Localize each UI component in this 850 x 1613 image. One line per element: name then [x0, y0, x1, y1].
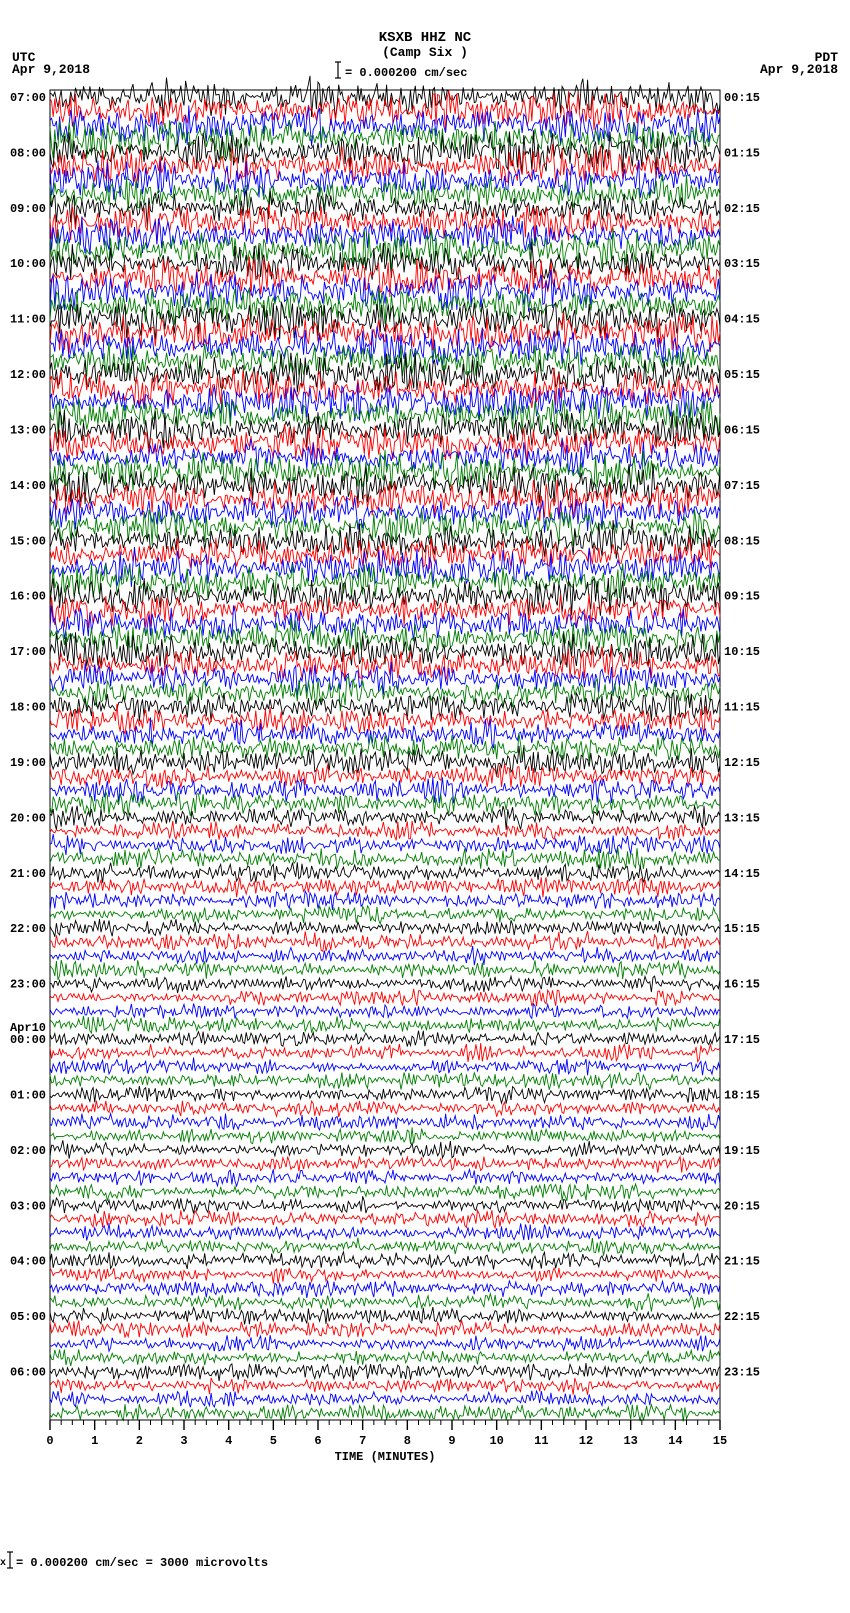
svg-text:4: 4 [225, 1434, 232, 1448]
svg-text:01:15: 01:15 [724, 146, 760, 160]
scale-text: = 0.000200 cm/sec [345, 66, 467, 80]
svg-text:08:15: 08:15 [724, 534, 760, 548]
svg-text:02:15: 02:15 [724, 202, 760, 216]
svg-text:04:15: 04:15 [724, 313, 760, 327]
svg-text:1: 1 [91, 1434, 98, 1448]
left-time-labels: 07:00 08:00 09:00 10:00 11:00 12:00 13:00 14:00… [10, 91, 46, 1380]
seismogram-svg: 07:00 08:00 09:00 10:00 11:00 12:00 13:00 14:00… [0, 0, 850, 1613]
svg-text:06:00: 06:00 [10, 1366, 46, 1380]
svg-text:8: 8 [404, 1434, 411, 1448]
svg-text:19:15: 19:15 [724, 1144, 760, 1158]
svg-text:6: 6 [314, 1434, 321, 1448]
svg-text:14:00: 14:00 [10, 479, 46, 493]
svg-text:5: 5 [270, 1434, 277, 1448]
footer-scale-text: = 0.000200 cm/sec = 3000 microvolts [16, 1556, 268, 1570]
svg-text:18:15: 18:15 [724, 1088, 760, 1102]
svg-text:9: 9 [448, 1434, 455, 1448]
svg-text:14: 14 [668, 1434, 682, 1448]
seismic-traces [50, 76, 720, 1422]
svg-text:10:00: 10:00 [10, 257, 46, 271]
svg-text:06:15: 06:15 [724, 423, 760, 437]
svg-text:2: 2 [136, 1434, 143, 1448]
svg-text:16:15: 16:15 [724, 978, 760, 992]
svg-text:16:00: 16:00 [10, 590, 46, 604]
svg-text:20:15: 20:15 [724, 1199, 760, 1213]
svg-text:17:15: 17:15 [724, 1033, 760, 1047]
footer-scale-icon: x [0, 1552, 13, 1569]
svg-text:13: 13 [623, 1434, 637, 1448]
svg-text:22:15: 22:15 [724, 1310, 760, 1324]
svg-text:11:00: 11:00 [10, 313, 46, 327]
svg-text:TIME (MINUTES): TIME (MINUTES) [335, 1450, 436, 1464]
svg-text:0: 0 [46, 1434, 53, 1448]
svg-text:15: 15 [713, 1434, 727, 1448]
svg-text:21:00: 21:00 [10, 867, 46, 881]
svg-text:07:00: 07:00 [10, 91, 46, 105]
svg-text:3: 3 [180, 1434, 187, 1448]
svg-text:x: x [0, 1558, 6, 1569]
svg-text:10:15: 10:15 [724, 645, 760, 659]
svg-text:23:15: 23:15 [724, 1366, 760, 1380]
svg-text:03:00: 03:00 [10, 1199, 46, 1213]
svg-text:00:15: 00:15 [724, 91, 760, 105]
svg-text:12: 12 [579, 1434, 593, 1448]
svg-text:17:00: 17:00 [10, 645, 46, 659]
svg-text:14:15: 14:15 [724, 867, 760, 881]
seismogram-container: UTC Apr 9,2018 PDT Apr 9,2018 KSXB HHZ N… [0, 0, 850, 1613]
svg-text:02:00: 02:00 [10, 1144, 46, 1158]
x-axis: 0123456789101112131415TIME (MINUTES) [46, 1420, 727, 1464]
svg-text:11: 11 [534, 1434, 548, 1448]
svg-text:22:00: 22:00 [10, 922, 46, 936]
svg-text:Apr10: Apr10 [10, 1021, 46, 1035]
svg-text:08:00: 08:00 [10, 146, 46, 160]
svg-text:15:15: 15:15 [724, 922, 760, 936]
right-time-labels: 00:15 01:15 02:15 03:15 04:15 05:15 06:15 07:15… [724, 91, 760, 1380]
svg-text:05:15: 05:15 [724, 368, 760, 382]
svg-text:7: 7 [359, 1434, 366, 1448]
svg-text:11:15: 11:15 [724, 701, 760, 715]
svg-text:12:00: 12:00 [10, 368, 46, 382]
svg-text:09:00: 09:00 [10, 202, 46, 216]
svg-text:13:00: 13:00 [10, 423, 46, 437]
svg-text:19:00: 19:00 [10, 756, 46, 770]
svg-text:07:15: 07:15 [724, 479, 760, 493]
svg-text:15:00: 15:00 [10, 534, 46, 548]
svg-text:21:15: 21:15 [724, 1255, 760, 1269]
svg-text:13:15: 13:15 [724, 811, 760, 825]
svg-text:00:00: 00:00 [10, 1033, 46, 1047]
scale-bar-icon [335, 62, 341, 78]
svg-text:01:00: 01:00 [10, 1088, 46, 1102]
svg-text:03:15: 03:15 [724, 257, 760, 271]
svg-text:04:00: 04:00 [10, 1255, 46, 1269]
svg-text:10: 10 [489, 1434, 503, 1448]
svg-text:18:00: 18:00 [10, 701, 46, 715]
svg-text:20:00: 20:00 [10, 811, 46, 825]
svg-text:05:00: 05:00 [10, 1310, 46, 1324]
svg-text:09:15: 09:15 [724, 590, 760, 604]
svg-text:12:15: 12:15 [724, 756, 760, 770]
svg-text:23:00: 23:00 [10, 978, 46, 992]
